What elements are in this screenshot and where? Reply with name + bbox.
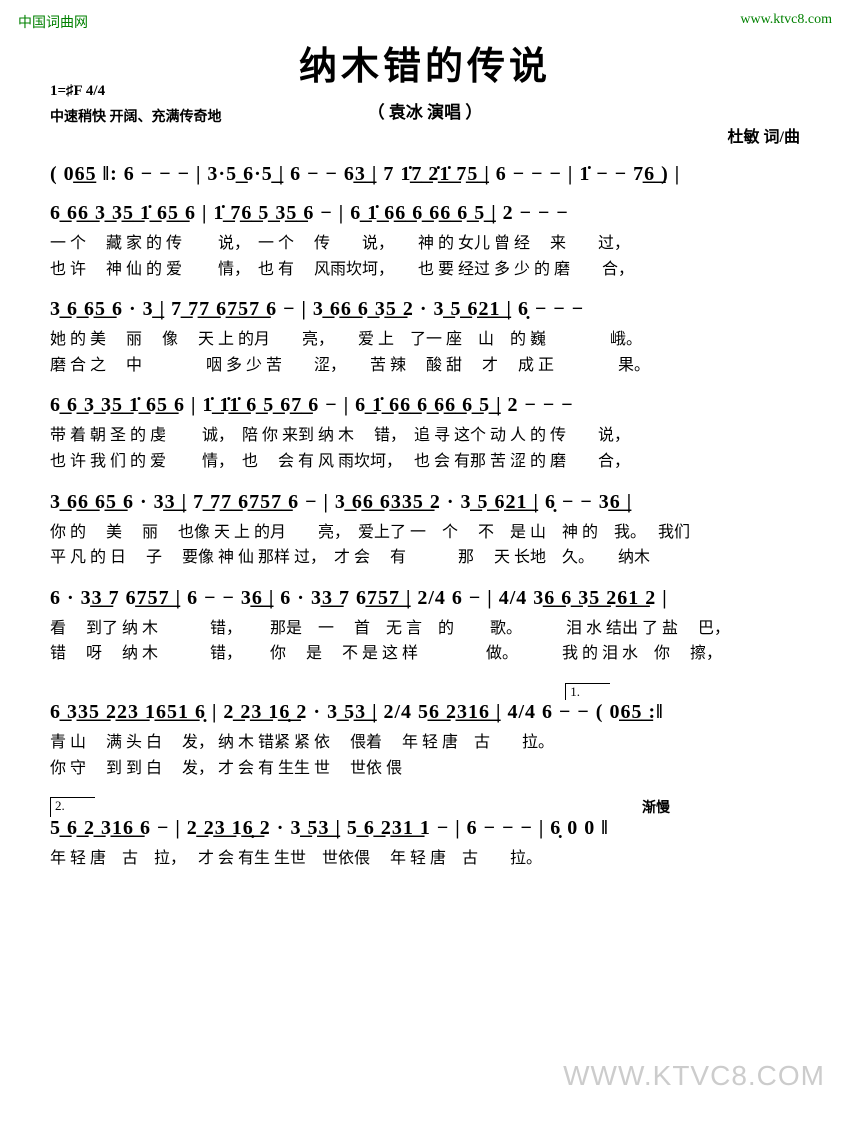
- lyrics-6a: 看 到了 纳 木 错， 那是 一 首 无 言 的 歌。 泪 水 结出 了 盐 巴…: [50, 616, 800, 642]
- lyrics-2b: 也 许 神 仙 的 爱 情， 也 有 风雨坎坷， 也 要 经过 多 少 的 磨 …: [50, 257, 800, 283]
- watermark-top-left: 中国词曲网: [18, 12, 88, 32]
- lyrics-2a: 一 个 藏 家 的 传 说， 一 个 传 说， 神 的 女儿 曾 经 来 过，: [50, 231, 800, 257]
- notation-line-8: 5͟ 6͟ 2͟ 3͟1͟6͟ 6 − | 2͟ 2͟3͟ 1͟6̣͟ 2 · …: [50, 817, 800, 840]
- volta-2-label: 2.: [50, 797, 95, 817]
- lyrics-5b: 平 凡 的 日 子 要像 神 仙 那样 过， 才 会 有 那 天 长地 久。 纳…: [50, 545, 800, 571]
- lyrics-3a: 她 的 美 丽 像 天 上 的月 亮， 爱 上 了一 座 山 的 巍 峨。: [50, 327, 800, 353]
- composer-credit: 杜敏 词/曲: [728, 123, 800, 147]
- notation-line-3: 3͟ 6͟ 6͟5͟ 6 · 3͟ | 7͟ 7͟7͟ 6͟7͟5͟7͟ 6 −…: [50, 298, 800, 321]
- lyrics-3b: 磨 合 之 中 咽 多 少 苦 涩， 苦 辣 酸 甜 才 成 正 果。: [50, 353, 800, 379]
- tempo-marking: 中速稍快 开阔、充满传奇地: [50, 106, 222, 126]
- song-title: 纳木错的传说: [50, 35, 800, 90]
- notation-line-5: 3͟ 6͟6͟ 6͟5͟ 6 · 3͟3͟ | 7͟ 7͟7͟ 6͟7͟5͟7͟…: [50, 491, 800, 514]
- notation-line-2: 6͟ 6͟6͟ 3͟ 3͟5͟ 1̇͟ 6͟5͟ 6 | 1̇͟ 7͟6͟ 5͟…: [50, 202, 800, 225]
- lyrics-5a: 你 的 美 丽 也像 天 上 的月 亮， 爱上了 一 个 不 是 山 神 的 我…: [50, 520, 800, 546]
- notation-line-6: 6 · 3͟3͟ 7 6͟7͟5͟7͟ | 6 − − 3͟6͟ | 6 · 3…: [50, 587, 800, 610]
- lyrics-8a: 年 轻 唐 古 拉， 才 会 有生 生世 世依偎 年 轻 唐 古 拉。: [50, 846, 800, 872]
- notation-line-1: ( 0͟6͟5 ‖: 6 − − − | 3·5͟ 6·5͟ | 6 − − 6…: [50, 163, 800, 186]
- notation-line-4: 6͟ 6͟ 3͟ 3͟5͟ 1̇͟ 6͟5͟ 6 | 1̇͟ 1̇͟1̇͟ 6͟…: [50, 394, 800, 417]
- lyrics-7a: 青 山 满 头 白 发， 纳 木 错紧 紧 依 偎着 年 轻 唐 古 拉。: [50, 730, 800, 756]
- lyrics-4b: 也 许 我 们 的 爱 情， 也 会 有 风 雨坎坷， 也 会 有那 苦 涩 的…: [50, 449, 800, 475]
- ritardando-mark: 渐慢: [642, 797, 670, 817]
- lyrics-6b: 错 呀 纳 木 错， 你 是 不 是 这 样 做。 我 的 泪 水 你 擦，: [50, 641, 800, 667]
- volta-1-label: 1.: [565, 683, 610, 700]
- watermark-bottom-right: WWW.KTVC8.COM: [563, 1060, 825, 1092]
- key-time-signature: 1=♯F 4/4: [50, 83, 222, 100]
- notation-line-7: 6͟ 3͟3͟5͟ 2͟2͟3͟ 1͟6͟5͟1͟ 6̣ | 2͟ 2͟3͟ 1…: [50, 701, 800, 724]
- watermark-top-right: www.ktvc8.com: [740, 12, 832, 28]
- lyrics-7b: 你 守 到 到 白 发， 才 会 有 生生 世 世依 偎: [50, 756, 800, 782]
- lyrics-4a: 带 着 朝 圣 的 虔 诚， 陪 你 来到 纳 木 错， 追 寻 这个 动 人 …: [50, 423, 800, 449]
